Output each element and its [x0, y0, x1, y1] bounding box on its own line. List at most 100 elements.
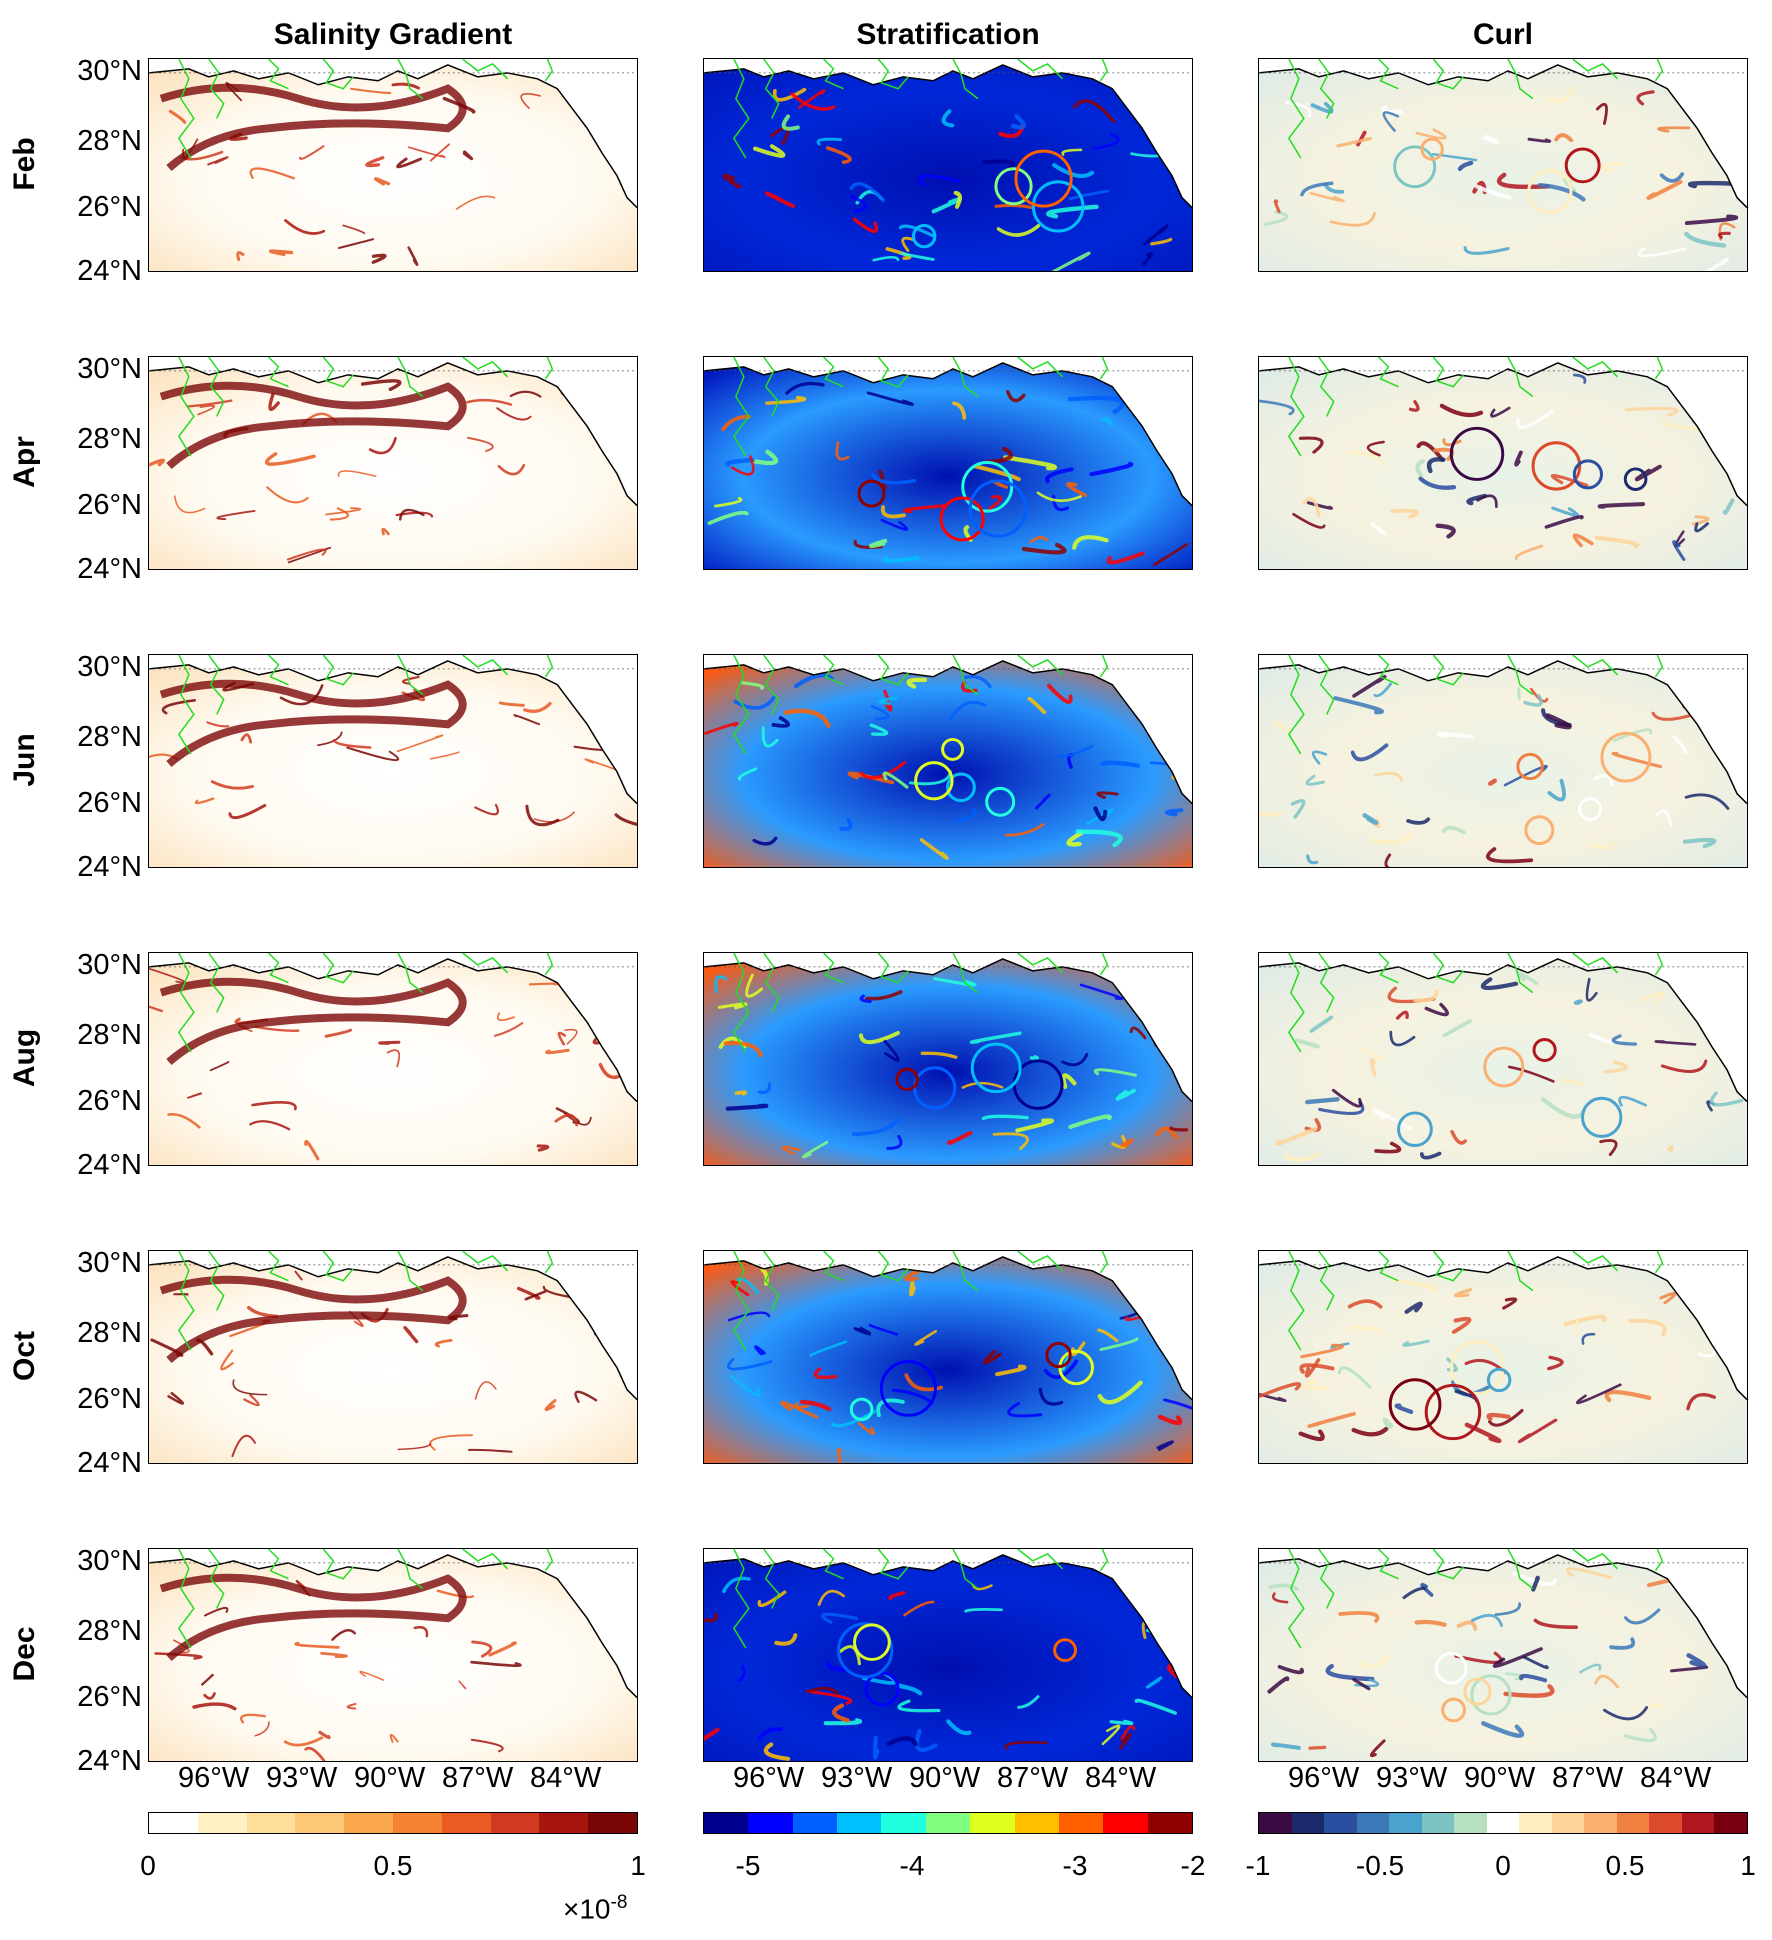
flow-filament: [1604, 1060, 1628, 1074]
colorbar-segment: [197, 1813, 247, 1833]
flow-filament: [753, 144, 786, 158]
colorbar-segment: [1616, 1813, 1650, 1833]
column-title-salinity-gradient: Salinity Gradient: [273, 18, 513, 51]
colorbar-exponent-label: ×10-8: [563, 1892, 627, 1925]
flow-filament: [1490, 406, 1511, 418]
eddy: [1014, 149, 1073, 208]
flow-filament: [284, 219, 326, 235]
flow-filament: [1657, 126, 1691, 133]
flow-filament: [1134, 1698, 1178, 1715]
flow-filament: [781, 1145, 801, 1156]
flow-filament: [1309, 191, 1345, 203]
flow-filament: [882, 556, 920, 563]
flow-filament: [204, 1606, 229, 1617]
flow-filament: [1395, 1010, 1409, 1020]
river-line: [322, 1251, 354, 1282]
flow-filament: [1517, 1418, 1558, 1444]
flow-filament: [1717, 231, 1731, 239]
lat-tick: 26°N: [77, 1383, 142, 1415]
flow-filament: [1694, 522, 1709, 533]
coastline: [149, 660, 637, 805]
flow-filament: [318, 1730, 331, 1740]
flow-filament: [1015, 1118, 1054, 1133]
flow-filament: [1451, 1316, 1472, 1334]
flow-filament: [1100, 760, 1141, 768]
eddy: [1031, 180, 1085, 233]
flow-filament: [825, 146, 852, 165]
flow-filament: [1597, 502, 1646, 509]
flow-filament: [1470, 1613, 1503, 1627]
eddy: [879, 1359, 937, 1417]
flow-filament: [1402, 1339, 1430, 1347]
lon-tick: 93°W: [266, 1762, 338, 1794]
river-line: [1572, 1251, 1619, 1272]
map-panel-curl-aug: [1258, 952, 1748, 1166]
flow-filament: [1301, 1378, 1329, 1391]
coastline: [704, 1256, 1192, 1401]
river-line: [952, 59, 979, 100]
lat-tick: 30°N: [77, 55, 142, 87]
coastline: [1259, 362, 1747, 507]
river-line: [208, 59, 225, 119]
eddy: [994, 167, 1033, 206]
flow-filament: [359, 1670, 385, 1681]
flow-filament: [1336, 136, 1372, 148]
flow-filament: [1402, 1586, 1427, 1600]
flow-filament: [194, 797, 215, 805]
colorbar-ticks-curl: -1 -0.5 0 0.5 1: [1246, 1850, 1756, 1886]
flow-filament: [584, 758, 617, 771]
flow-filament: [206, 721, 230, 728]
flow-filament: [1305, 1097, 1340, 1105]
flow-filament: [1502, 1297, 1518, 1310]
coastal-plume-band: [159, 381, 467, 469]
flow-filament: [961, 1081, 1004, 1089]
flow-filament: [764, 191, 795, 209]
exponent-prefix: ×10: [563, 1893, 611, 1925]
flow-filament: [207, 156, 229, 166]
flow-filament: [498, 701, 525, 707]
flow-filament: [1420, 1583, 1434, 1597]
flow-filament: [1329, 212, 1376, 227]
land-area: [1259, 1251, 1747, 1400]
river-line: [952, 1251, 979, 1292]
land-area: [1259, 59, 1747, 208]
flow-filament: [1588, 1032, 1623, 1044]
flow-filament: [368, 436, 397, 455]
map-panel-stratification-dec: [703, 1548, 1193, 1762]
flow-filament: [192, 1702, 237, 1711]
flow-filament: [544, 1399, 557, 1412]
flow-filament: [955, 808, 977, 823]
flow-filament: [725, 457, 755, 467]
flow-filament: [1382, 111, 1400, 132]
flow-filament: [826, 1660, 847, 1672]
flow-filament: [1145, 1676, 1163, 1689]
gulf-map: [149, 59, 637, 271]
flow-filament: [754, 1345, 766, 1356]
flow-filament: [1507, 1065, 1555, 1083]
flow-filament: [149, 967, 186, 984]
river-line: [267, 59, 289, 90]
flow-filament: [1587, 840, 1615, 850]
flow-filament: [1295, 1038, 1320, 1049]
river-line: [1654, 59, 1664, 82]
flow-filament: [466, 398, 513, 406]
flow-filament: [337, 238, 375, 250]
eddy: [1388, 1378, 1442, 1431]
flow-filament: [717, 1002, 748, 1010]
flow-filament: [757, 1727, 783, 1741]
flow-filament: [1352, 1677, 1371, 1691]
river-line: [397, 1251, 424, 1292]
flow-filament: [251, 1101, 297, 1111]
flow-filament: [1511, 1571, 1557, 1587]
colorbar-tick: 0: [140, 1850, 156, 1881]
river-line: [1432, 357, 1464, 388]
river-line: [177, 655, 195, 755]
river-line: [322, 953, 354, 984]
flow-filament: [458, 1680, 467, 1690]
flow-filament: [1514, 544, 1544, 561]
flow-filament: [203, 1692, 216, 1700]
eddy: [1572, 459, 1603, 490]
flow-filament: [785, 381, 825, 395]
flow-filament: [902, 504, 946, 514]
flow-filament: [1481, 1721, 1525, 1738]
